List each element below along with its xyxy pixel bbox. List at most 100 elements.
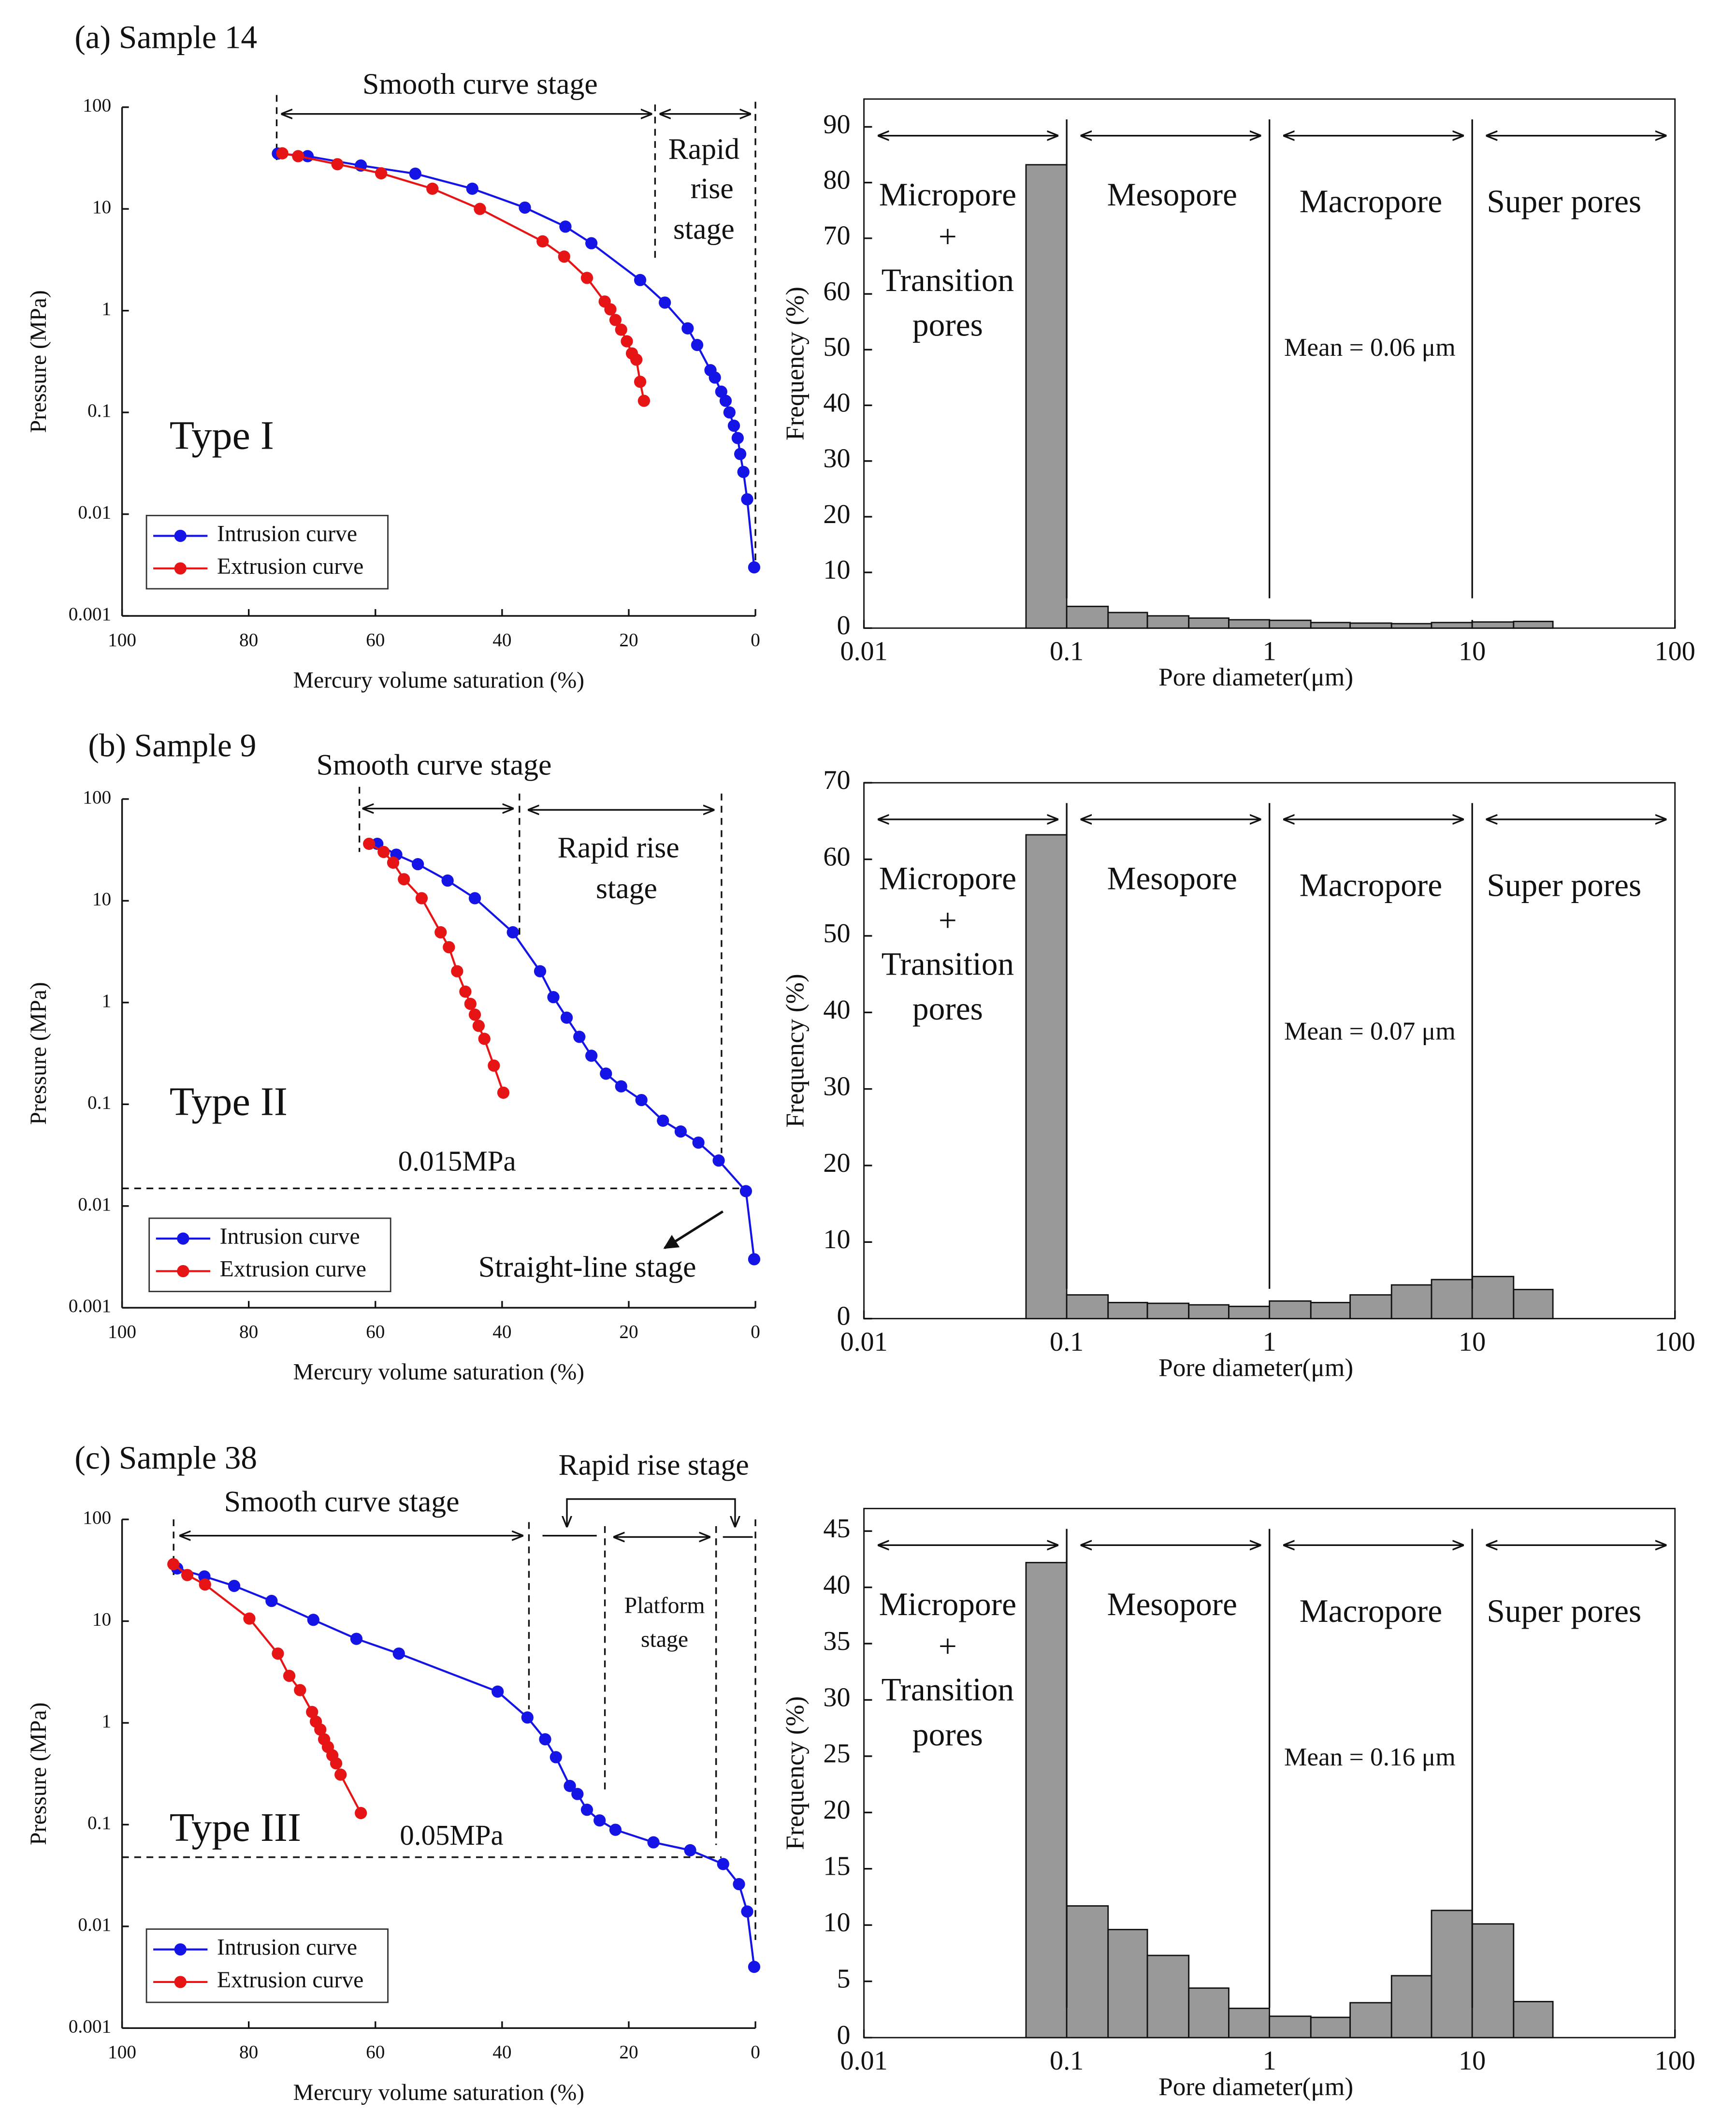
data-point bbox=[334, 1768, 347, 1781]
data-point bbox=[272, 1647, 284, 1660]
y-tick-label: 30 bbox=[823, 1682, 850, 1712]
stage-label: Rapid bbox=[668, 132, 740, 165]
data-point bbox=[306, 1706, 318, 1719]
y-tick-label: 20 bbox=[823, 1795, 850, 1825]
data-point bbox=[634, 376, 647, 388]
bar bbox=[1228, 619, 1271, 629]
legend-marker bbox=[177, 1265, 189, 1278]
data-point bbox=[468, 892, 481, 904]
data-point bbox=[674, 1125, 687, 1138]
data-point bbox=[294, 1684, 306, 1696]
data-point bbox=[659, 296, 671, 309]
data-point bbox=[709, 371, 721, 384]
data-point bbox=[559, 220, 572, 233]
y-axis-label: Pressure (MPa) bbox=[26, 290, 51, 433]
x-tick-label: 60 bbox=[366, 2042, 385, 2063]
bar bbox=[1471, 621, 1515, 629]
data-point bbox=[534, 965, 547, 977]
x-tick-label: 20 bbox=[619, 1322, 638, 1342]
data-point bbox=[199, 1578, 211, 1591]
data-point bbox=[167, 1558, 180, 1571]
data-point bbox=[426, 182, 439, 195]
data-point bbox=[375, 167, 388, 180]
y-tick-label: 10 bbox=[92, 197, 111, 218]
data-point bbox=[265, 1595, 278, 1607]
data-point bbox=[506, 926, 519, 939]
bar bbox=[1269, 619, 1312, 629]
data-point bbox=[354, 1807, 367, 1820]
bar bbox=[1107, 1929, 1148, 2039]
y-tick-label: 10 bbox=[92, 889, 111, 909]
data-point bbox=[415, 892, 428, 904]
bar bbox=[1310, 622, 1351, 629]
y-tick-label: 10 bbox=[92, 1609, 111, 1630]
bar bbox=[1349, 622, 1392, 629]
class-label: pores bbox=[912, 1716, 983, 1752]
legend-marker bbox=[174, 1943, 187, 1956]
data-point bbox=[691, 338, 704, 351]
y-tick-label: 0.001 bbox=[69, 2016, 111, 2037]
legend-label: Extrusion curve bbox=[217, 554, 363, 579]
data-point bbox=[441, 874, 454, 887]
data-point bbox=[539, 1733, 551, 1746]
data-point bbox=[635, 1093, 648, 1107]
data-point bbox=[585, 1050, 598, 1062]
x-tick-label: 100 bbox=[108, 629, 136, 650]
data-point bbox=[723, 406, 736, 419]
x-tick-label: 100 bbox=[108, 1322, 136, 1342]
class-label: + bbox=[939, 1628, 957, 1664]
data-point bbox=[684, 1844, 696, 1857]
data-point bbox=[292, 150, 304, 162]
x-tick-label: 10 bbox=[1459, 636, 1486, 666]
data-point bbox=[550, 1751, 562, 1764]
bar bbox=[1107, 612, 1148, 629]
legend-marker bbox=[174, 562, 187, 575]
y-tick-label: 40 bbox=[823, 388, 850, 418]
x-tick-label: 80 bbox=[239, 629, 258, 650]
y-tick-label: 25 bbox=[823, 1739, 850, 1769]
class-label: Micropore bbox=[879, 860, 1016, 897]
data-point bbox=[492, 1685, 504, 1698]
legend-box bbox=[145, 514, 389, 590]
bar bbox=[1228, 2008, 1271, 2039]
y-tick-label: 20 bbox=[823, 499, 850, 529]
bar bbox=[1146, 1954, 1190, 2039]
class-label: Micropore bbox=[879, 1586, 1016, 1622]
data-point bbox=[443, 941, 455, 953]
x-tick-label: 20 bbox=[619, 2042, 638, 2063]
data-point bbox=[466, 182, 478, 195]
data-point bbox=[748, 561, 761, 574]
y-tick-label: 5 bbox=[837, 1964, 850, 1994]
stage-label: stage bbox=[596, 872, 657, 905]
y-tick-label: 90 bbox=[823, 109, 850, 139]
data-point bbox=[488, 1059, 500, 1072]
stage-label: 0.015MPa bbox=[398, 1145, 516, 1177]
bar bbox=[1188, 1304, 1230, 1320]
legend-box bbox=[148, 1217, 391, 1292]
data-point bbox=[478, 1033, 491, 1045]
bar bbox=[1471, 1923, 1515, 2039]
data-point bbox=[585, 237, 598, 249]
y-tick-label: 0 bbox=[837, 611, 850, 641]
data-point bbox=[434, 926, 447, 939]
y-tick-label: 0 bbox=[837, 2020, 850, 2050]
bracket-arrow bbox=[567, 1498, 735, 1526]
data-point bbox=[615, 1080, 627, 1093]
y-tick-label: 1 bbox=[101, 1711, 111, 1732]
bar bbox=[1269, 1300, 1312, 1320]
stage-label: rise bbox=[691, 172, 734, 205]
y-tick-label: 10 bbox=[823, 1908, 850, 1938]
y-tick-label: 10 bbox=[823, 555, 850, 585]
y-tick-label: 0.01 bbox=[78, 502, 111, 523]
data-point bbox=[748, 1253, 761, 1266]
bar bbox=[1146, 1302, 1190, 1320]
data-point bbox=[692, 1136, 705, 1149]
data-point bbox=[243, 1612, 256, 1625]
legend-label: Intrusion curve bbox=[217, 521, 357, 546]
class-label: Macropore bbox=[1300, 1593, 1442, 1629]
x-tick-label: 0 bbox=[751, 2042, 760, 2063]
bar bbox=[1390, 1284, 1432, 1320]
data-point bbox=[283, 1669, 296, 1682]
class-label: pores bbox=[912, 307, 983, 343]
